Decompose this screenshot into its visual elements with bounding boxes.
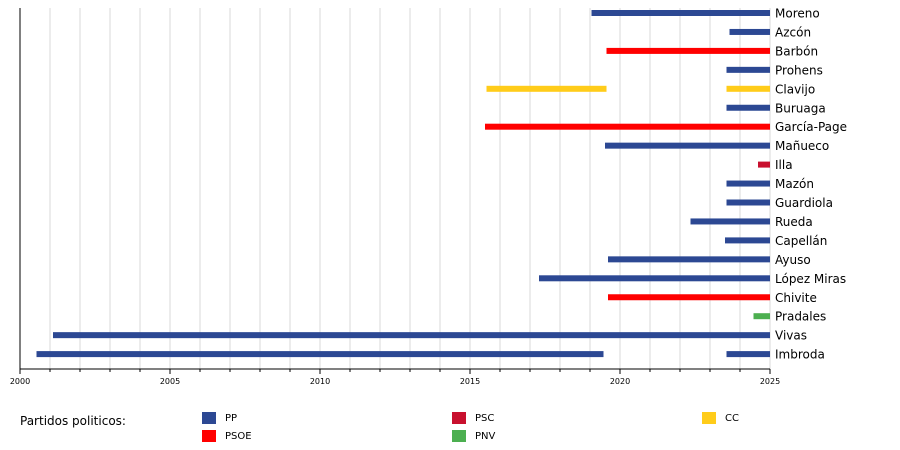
- term-bar-barb-n-0: [606, 47, 770, 54]
- term-bar-maz-n-0: [726, 180, 770, 187]
- x-tick-label: 2020: [610, 377, 630, 386]
- legend-item-psc: PSC: [452, 412, 494, 424]
- legend: Partidos politicos: PP PSOE PSC PNV CC: [0, 405, 900, 450]
- term-bar-imbroda-0: [36, 351, 604, 358]
- term-bar-illa-0: [758, 161, 770, 168]
- row-label: Imbroda: [775, 348, 825, 362]
- row-label: Barbón: [775, 44, 818, 58]
- legend-label-pp: PP: [225, 412, 238, 424]
- row-label: Azcón: [775, 25, 811, 39]
- row-label: Moreno: [775, 7, 820, 21]
- legend-swatch-cc: [702, 412, 716, 424]
- row-label: Prohens: [775, 63, 823, 77]
- row-label: López Miras: [775, 272, 846, 286]
- term-bar-prohens-0: [726, 66, 770, 73]
- row-label: Capellán: [775, 234, 827, 248]
- term-bar-vivas-0: [53, 332, 770, 339]
- term-bar-chivite-0: [608, 294, 770, 301]
- row-label: Illa: [775, 158, 793, 172]
- term-bar-clavijo-1: [726, 85, 770, 92]
- legend-item-pp: PP: [202, 412, 237, 424]
- legend-title: Partidos politicos:: [20, 414, 126, 428]
- term-bar-capell-n-0: [725, 237, 770, 244]
- term-bar-garc-a-page-0: [485, 123, 770, 130]
- term-bar-guardiola-0: [726, 199, 770, 206]
- row-label: Buruaga: [775, 101, 826, 115]
- term-bar-ma-ueco-0: [605, 142, 770, 149]
- legend-swatch-psc: [452, 412, 466, 424]
- row-label: Vivas: [775, 329, 807, 343]
- term-bar-l-pez-miras-0: [539, 275, 770, 282]
- legend-label-pnv: PNV: [475, 430, 496, 442]
- term-bar-pradales-0: [753, 313, 770, 320]
- x-tick-label: 2025: [760, 377, 780, 386]
- row-label: Clavijo: [775, 82, 815, 96]
- x-tick-label: 2010: [310, 377, 330, 386]
- legend-item-pnv: PNV: [452, 430, 495, 442]
- legend-item-psoe: PSOE: [202, 430, 252, 442]
- x-tick-label: 2000: [10, 377, 30, 386]
- term-bar-buruaga-0: [726, 104, 770, 111]
- legend-swatch-psoe: [202, 430, 216, 442]
- timeline-chart: 2000 2005 2010 2015 2020 2025 Moreno Azcón Barbó…: [10, 7, 847, 387]
- term-bar-ayuso-0: [608, 256, 770, 263]
- legend-label-psc: PSC: [475, 412, 495, 424]
- term-bar-moreno-0: [591, 10, 770, 16]
- legend-swatch-pnv: [452, 430, 466, 442]
- term-bar-azc-n-0: [729, 28, 770, 35]
- row-label: Chivite: [775, 291, 817, 305]
- legend-swatch-pp: [202, 412, 216, 424]
- legend-label-psoe: PSOE: [225, 430, 252, 442]
- x-tick-label: 2005: [160, 377, 180, 386]
- row-label: Mazón: [775, 177, 814, 191]
- term-bar-clavijo-0: [486, 85, 607, 92]
- legend-item-cc: CC: [702, 412, 739, 424]
- row-label: Guardiola: [775, 196, 833, 210]
- row-label: Mañueco: [775, 139, 829, 153]
- legend-label-cc: CC: [725, 412, 739, 424]
- row-label: Ayuso: [775, 253, 811, 267]
- term-bar-rueda-0: [690, 218, 770, 225]
- row-label: Rueda: [775, 215, 813, 229]
- row-label: Pradales: [775, 310, 826, 324]
- term-bar-imbroda-1: [726, 351, 770, 358]
- row-label: García-Page: [775, 120, 847, 134]
- x-tick-label: 2015: [460, 377, 480, 386]
